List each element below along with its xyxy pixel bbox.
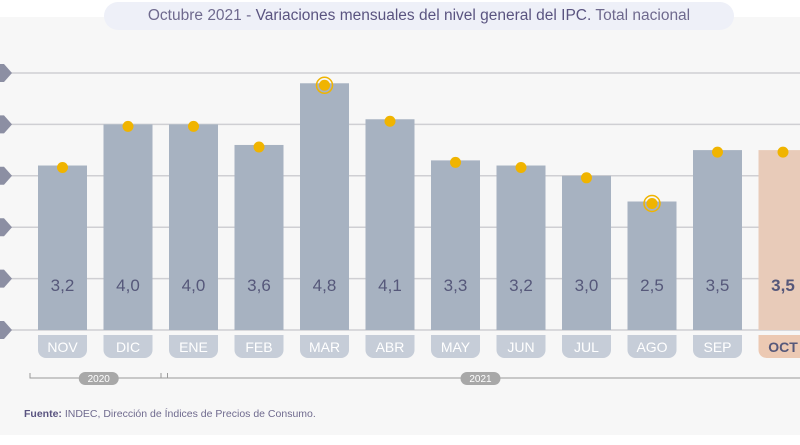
month-pill [496, 335, 546, 358]
year-label: 2021 [469, 374, 492, 385]
month-pill [300, 335, 349, 358]
bar-dic [103, 124, 153, 331]
title-main: Variaciones mensuales del nivel general … [255, 7, 592, 24]
month-label: NOV [47, 339, 78, 355]
month-pill [693, 335, 742, 358]
data-label: 3,5 [771, 276, 795, 295]
highlight-ring [643, 194, 661, 213]
month-pill [103, 335, 153, 358]
data-label: 4,0 [116, 276, 140, 295]
axis-tick-marker [0, 64, 12, 82]
month-label: ABR [376, 339, 405, 355]
month-label: JUL [574, 339, 599, 355]
axis-tick-marker [0, 115, 12, 134]
axis-tick-marker [0, 166, 12, 185]
month-pill [562, 335, 611, 358]
axis-tick-marker [0, 218, 12, 237]
month-label: MAY [441, 339, 471, 355]
month-pill [431, 335, 480, 358]
value-marker [581, 172, 592, 184]
month-label: JUN [507, 339, 534, 355]
axis-tick-marker [0, 321, 12, 339]
bar-nov [38, 165, 87, 330]
title-scope: Total nacional [591, 7, 691, 24]
data-label: 4,8 [313, 276, 337, 295]
month-pill [365, 335, 415, 358]
data-label: 3,2 [51, 276, 75, 295]
year-pill [460, 372, 501, 385]
bar-ene [169, 124, 218, 331]
month-pill [758, 335, 800, 358]
month-label: ENE [179, 339, 208, 355]
data-label: 3,3 [444, 276, 468, 295]
source-note: Fuente: INDEC, Dirección de Índices de P… [24, 408, 316, 420]
bar-jul [562, 175, 611, 330]
month-label: DIC [116, 339, 140, 355]
year-label: 2020 [88, 374, 111, 385]
axis-tick-marker [0, 269, 12, 288]
data-label: 4,1 [378, 276, 402, 295]
bar-ago [627, 201, 677, 330]
bar-sep [693, 150, 742, 330]
data-label: 2,5 [640, 276, 664, 295]
month-pill [169, 335, 218, 358]
value-marker [712, 146, 723, 158]
title-date: Octubre 2021 - [147, 7, 256, 24]
month-label: SEP [703, 339, 731, 355]
value-marker [253, 141, 265, 153]
data-label: 3,6 [247, 276, 271, 295]
value-marker [57, 162, 68, 174]
month-pill [234, 335, 284, 358]
highlight-ring [315, 76, 334, 95]
month-pill [38, 335, 87, 358]
month-label: AGO [636, 339, 667, 355]
value-marker [384, 115, 396, 127]
month-label: MAR [309, 339, 340, 355]
source-text: INDEC, Dirección de Índices de Precios d… [61, 408, 316, 420]
value-marker [777, 146, 789, 158]
bar-feb [234, 144, 284, 330]
year-pill [78, 372, 119, 385]
data-label: 4,0 [182, 276, 206, 295]
data-label: 3,5 [706, 276, 730, 295]
bar-mar [300, 83, 349, 330]
data-label: 3,0 [575, 276, 599, 295]
bar-jun [496, 165, 546, 330]
month-label: OCT [768, 339, 798, 355]
value-marker [122, 120, 134, 132]
month-pill [627, 335, 677, 358]
value-marker [319, 79, 330, 91]
data-label: 3,2 [509, 276, 533, 295]
source-label: Fuente: [24, 408, 62, 420]
bar-may [431, 160, 480, 330]
bar-oct [758, 150, 800, 330]
bar-abr [365, 119, 415, 330]
value-marker [450, 156, 461, 168]
value-marker [515, 162, 527, 174]
value-marker [646, 198, 658, 209]
chart-title: Octubre 2021 - Variaciones mensuales del… [104, 2, 734, 30]
month-label: FEB [245, 339, 272, 355]
value-marker [188, 120, 199, 132]
